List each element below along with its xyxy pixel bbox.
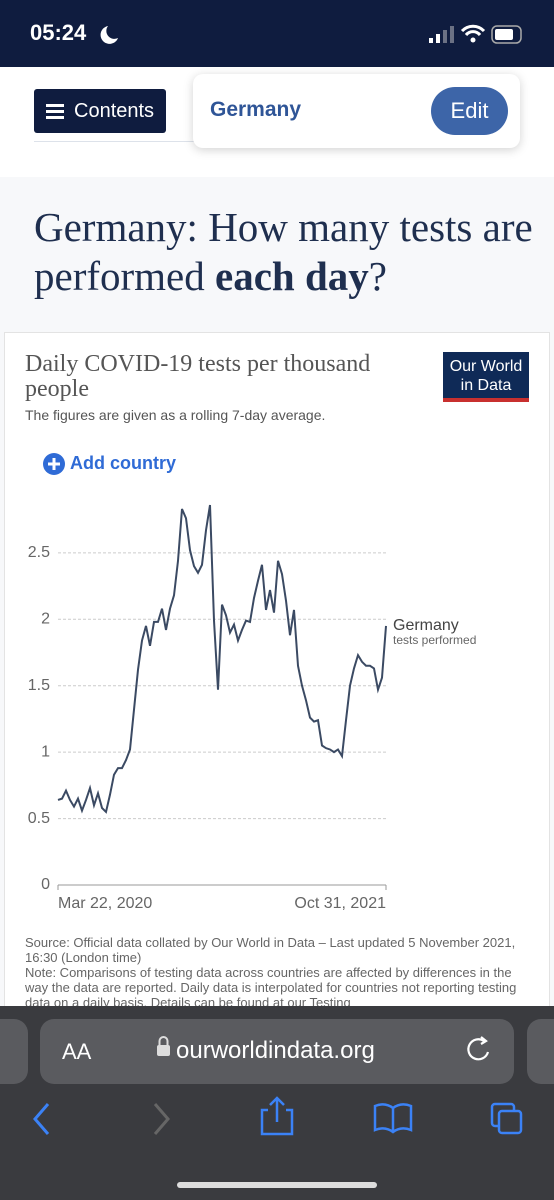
edit-button[interactable]: Edit — [431, 87, 508, 135]
lock-icon — [158, 1036, 169, 1045]
status-bar — [0, 0, 554, 67]
series-sublabel: tests performed — [393, 633, 476, 647]
wifi — [460, 24, 486, 37]
source: Source: Official data collated by Our Wo… — [25, 935, 516, 965]
chart-card — [4, 332, 550, 1052]
lock-icon — [157, 1045, 170, 1056]
share-button[interactable] — [260, 1096, 294, 1136]
battery — [491, 25, 522, 44]
logo[interactable]: Our World in Data — [443, 352, 529, 402]
logo-line: in Data — [460, 377, 512, 394]
y-tick-label: 2 — [41, 610, 50, 627]
signal — [443, 30, 447, 43]
wifi — [470, 37, 476, 43]
chart-subtitle: The figures are given as a rolling 7-day… — [25, 407, 326, 423]
forward-button[interactable] — [153, 1103, 170, 1135]
reload-icon — [480, 1036, 488, 1045]
add-country[interactable]: Add country — [70, 453, 176, 473]
bookmarks-button[interactable] — [373, 1103, 413, 1134]
home-indicator — [177, 1182, 377, 1188]
text-size-button[interactable]: AA — [62, 1039, 92, 1064]
clock: 05:24 — [30, 20, 87, 45]
divider — [34, 141, 196, 142]
add-icon[interactable] — [42, 452, 66, 476]
logo-line: Our World — [449, 358, 523, 375]
menu-icon — [46, 104, 64, 119]
status-icons — [100, 24, 522, 44]
reload-icon[interactable] — [467, 1038, 490, 1061]
heading-text: ? — [368, 253, 387, 299]
signal — [429, 38, 433, 43]
source-note: Source: Official data collated by Our Wo… — [25, 935, 525, 1010]
heading-emphasis: each day — [215, 253, 369, 299]
browser-icons — [33, 1036, 523, 1188]
y-tick-label: 1.5 — [28, 677, 50, 694]
tabs-button — [497, 1109, 523, 1135]
moon-icon — [100, 26, 118, 44]
y-tick-label: 0.5 — [28, 810, 50, 827]
x-tick-label: Mar 22, 2020 — [58, 895, 152, 912]
battery-level — [495, 29, 513, 40]
tab-edge — [0, 1019, 28, 1084]
x-tick-label: Oct 31, 2021 — [294, 895, 386, 912]
data-line — [57, 504, 387, 814]
signal — [450, 26, 454, 43]
url[interactable]: ourworldindata.org — [176, 1037, 375, 1064]
url-bar[interactable] — [40, 1019, 514, 1084]
y-tick-label: 0 — [41, 876, 50, 893]
page-heading: Germany: How many tests are performed ea… — [34, 203, 534, 301]
tab-edge — [527, 1019, 554, 1084]
series-label: Germany — [393, 617, 459, 634]
heading-text: Germany: How many tests are performed — [34, 204, 533, 299]
signal — [436, 34, 440, 43]
y-tick-label: 2.5 — [28, 544, 50, 561]
chart-title: Daily COVID-19 tests per thousand people — [25, 351, 371, 402]
chart: 0 0.5 1 1.5 2 2.5 Mar 22, 2020 Oct 31, 2021 Germ… — [28, 504, 476, 912]
back-button[interactable] — [33, 1103, 50, 1135]
note: Note: Comparisons of testing data across… — [25, 965, 517, 1010]
country-name: Germany — [210, 98, 302, 121]
y-tick-label: 1 — [41, 743, 50, 760]
